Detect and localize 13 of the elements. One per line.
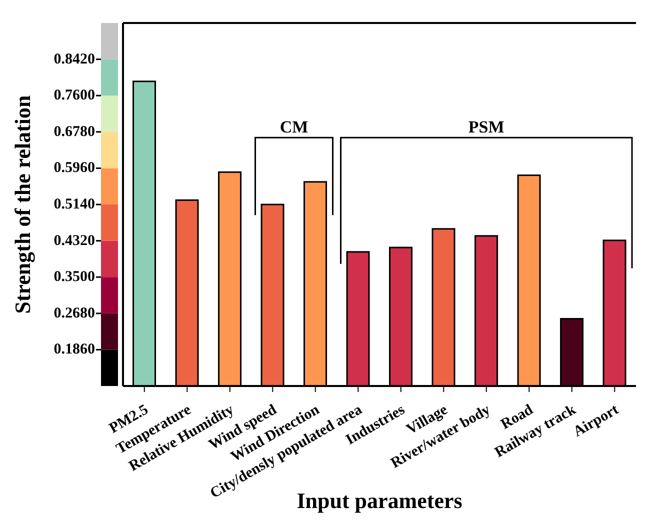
y-tick-label: 0.4320	[54, 232, 95, 249]
annotation: PSM	[468, 118, 504, 137]
y-tick-label: 0.5140	[54, 196, 95, 212]
y-tick-label: 0.3500	[54, 269, 95, 286]
x-axis-title: Input parameters	[296, 488, 463, 513]
annotation: CM	[280, 118, 308, 137]
y-tick-label: 0.1860	[54, 342, 95, 358]
y-tick-label: 0.8420	[54, 51, 95, 68]
y-axis-title: Strength of the relation	[10, 95, 35, 314]
y-tick-label: 0.2680	[54, 305, 95, 322]
y-tick-label: 0.6780	[54, 124, 95, 140]
y-tick-label: 0.7600	[54, 88, 95, 104]
y-tick-label: 0.5960	[54, 160, 95, 176]
